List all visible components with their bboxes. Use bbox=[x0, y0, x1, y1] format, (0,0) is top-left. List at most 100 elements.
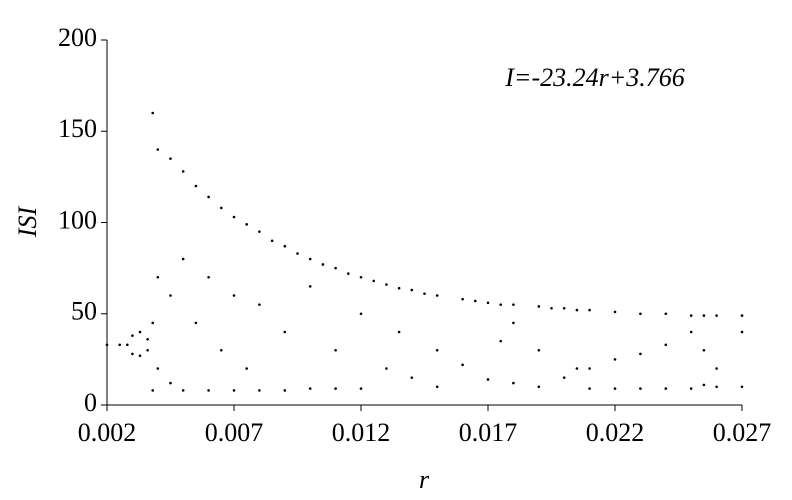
point bbox=[461, 297, 464, 301]
point bbox=[537, 385, 541, 389]
point bbox=[702, 383, 706, 387]
point bbox=[689, 330, 693, 334]
point bbox=[334, 387, 337, 390]
point bbox=[588, 308, 591, 312]
point bbox=[156, 148, 160, 151]
point bbox=[486, 378, 490, 381]
point bbox=[334, 348, 337, 352]
point bbox=[232, 294, 236, 297]
point bbox=[715, 385, 718, 389]
point bbox=[461, 363, 464, 367]
point bbox=[347, 272, 350, 275]
point bbox=[537, 348, 541, 352]
point bbox=[283, 330, 287, 334]
point bbox=[283, 244, 287, 248]
point bbox=[702, 348, 706, 352]
x-tick-label: 0.007 bbox=[205, 418, 264, 447]
point bbox=[151, 111, 155, 115]
point bbox=[151, 321, 155, 325]
x-tick-label: 0.027 bbox=[713, 418, 772, 447]
point bbox=[613, 358, 617, 361]
point bbox=[245, 223, 248, 226]
point bbox=[258, 389, 261, 392]
point bbox=[169, 381, 172, 385]
y-tick-label: 100 bbox=[58, 205, 97, 234]
point bbox=[156, 367, 160, 370]
point bbox=[486, 301, 490, 305]
annotation: I=-23.24r+3.766 bbox=[504, 63, 685, 92]
point bbox=[715, 367, 718, 370]
point bbox=[169, 157, 172, 160]
point bbox=[232, 389, 236, 392]
point bbox=[740, 314, 744, 317]
point bbox=[499, 339, 503, 343]
point bbox=[207, 389, 210, 392]
point bbox=[105, 343, 109, 347]
point bbox=[550, 306, 553, 310]
point bbox=[639, 387, 642, 390]
point bbox=[512, 381, 515, 385]
point bbox=[131, 334, 134, 337]
point bbox=[702, 314, 706, 317]
point bbox=[220, 206, 223, 210]
point bbox=[308, 285, 312, 288]
point bbox=[385, 367, 388, 370]
point bbox=[512, 321, 515, 325]
point bbox=[156, 275, 160, 279]
point bbox=[664, 387, 668, 390]
point bbox=[588, 367, 591, 370]
x-tick-label: 0.002 bbox=[78, 418, 137, 447]
point bbox=[245, 367, 248, 370]
point bbox=[562, 376, 566, 379]
point bbox=[410, 288, 414, 292]
point bbox=[138, 354, 142, 358]
y-tick-label: 0 bbox=[84, 388, 97, 417]
point bbox=[194, 184, 198, 188]
point bbox=[126, 343, 129, 347]
point bbox=[232, 215, 236, 219]
point bbox=[512, 303, 515, 306]
point bbox=[664, 343, 668, 347]
point bbox=[740, 330, 744, 334]
point bbox=[715, 314, 718, 317]
point bbox=[397, 286, 401, 290]
point bbox=[664, 312, 668, 316]
point bbox=[575, 308, 579, 312]
point bbox=[423, 292, 426, 295]
point bbox=[359, 312, 363, 316]
x-tick-label: 0.017 bbox=[459, 418, 518, 447]
point bbox=[220, 348, 223, 352]
point bbox=[334, 266, 337, 270]
point bbox=[181, 389, 185, 392]
point bbox=[138, 330, 142, 334]
y-tick-label: 200 bbox=[58, 23, 97, 52]
point bbox=[410, 376, 414, 379]
point bbox=[562, 306, 566, 310]
point bbox=[169, 294, 172, 297]
y-axis-label: ISI bbox=[13, 206, 42, 239]
point bbox=[359, 387, 363, 390]
point bbox=[207, 195, 210, 199]
point bbox=[613, 387, 617, 390]
point bbox=[258, 303, 261, 306]
point bbox=[321, 263, 325, 266]
point bbox=[283, 389, 287, 392]
point bbox=[689, 314, 693, 317]
point bbox=[146, 348, 149, 352]
point bbox=[740, 385, 744, 389]
point bbox=[397, 330, 401, 334]
point bbox=[474, 299, 477, 303]
point bbox=[499, 303, 503, 306]
x-axis-label: r bbox=[419, 465, 430, 494]
point bbox=[118, 343, 121, 347]
point bbox=[181, 257, 185, 261]
point bbox=[308, 387, 312, 390]
point bbox=[146, 338, 149, 341]
point bbox=[537, 305, 541, 308]
point bbox=[181, 170, 185, 173]
point bbox=[435, 294, 439, 297]
point bbox=[435, 385, 439, 389]
point bbox=[435, 348, 439, 352]
point bbox=[639, 312, 642, 316]
